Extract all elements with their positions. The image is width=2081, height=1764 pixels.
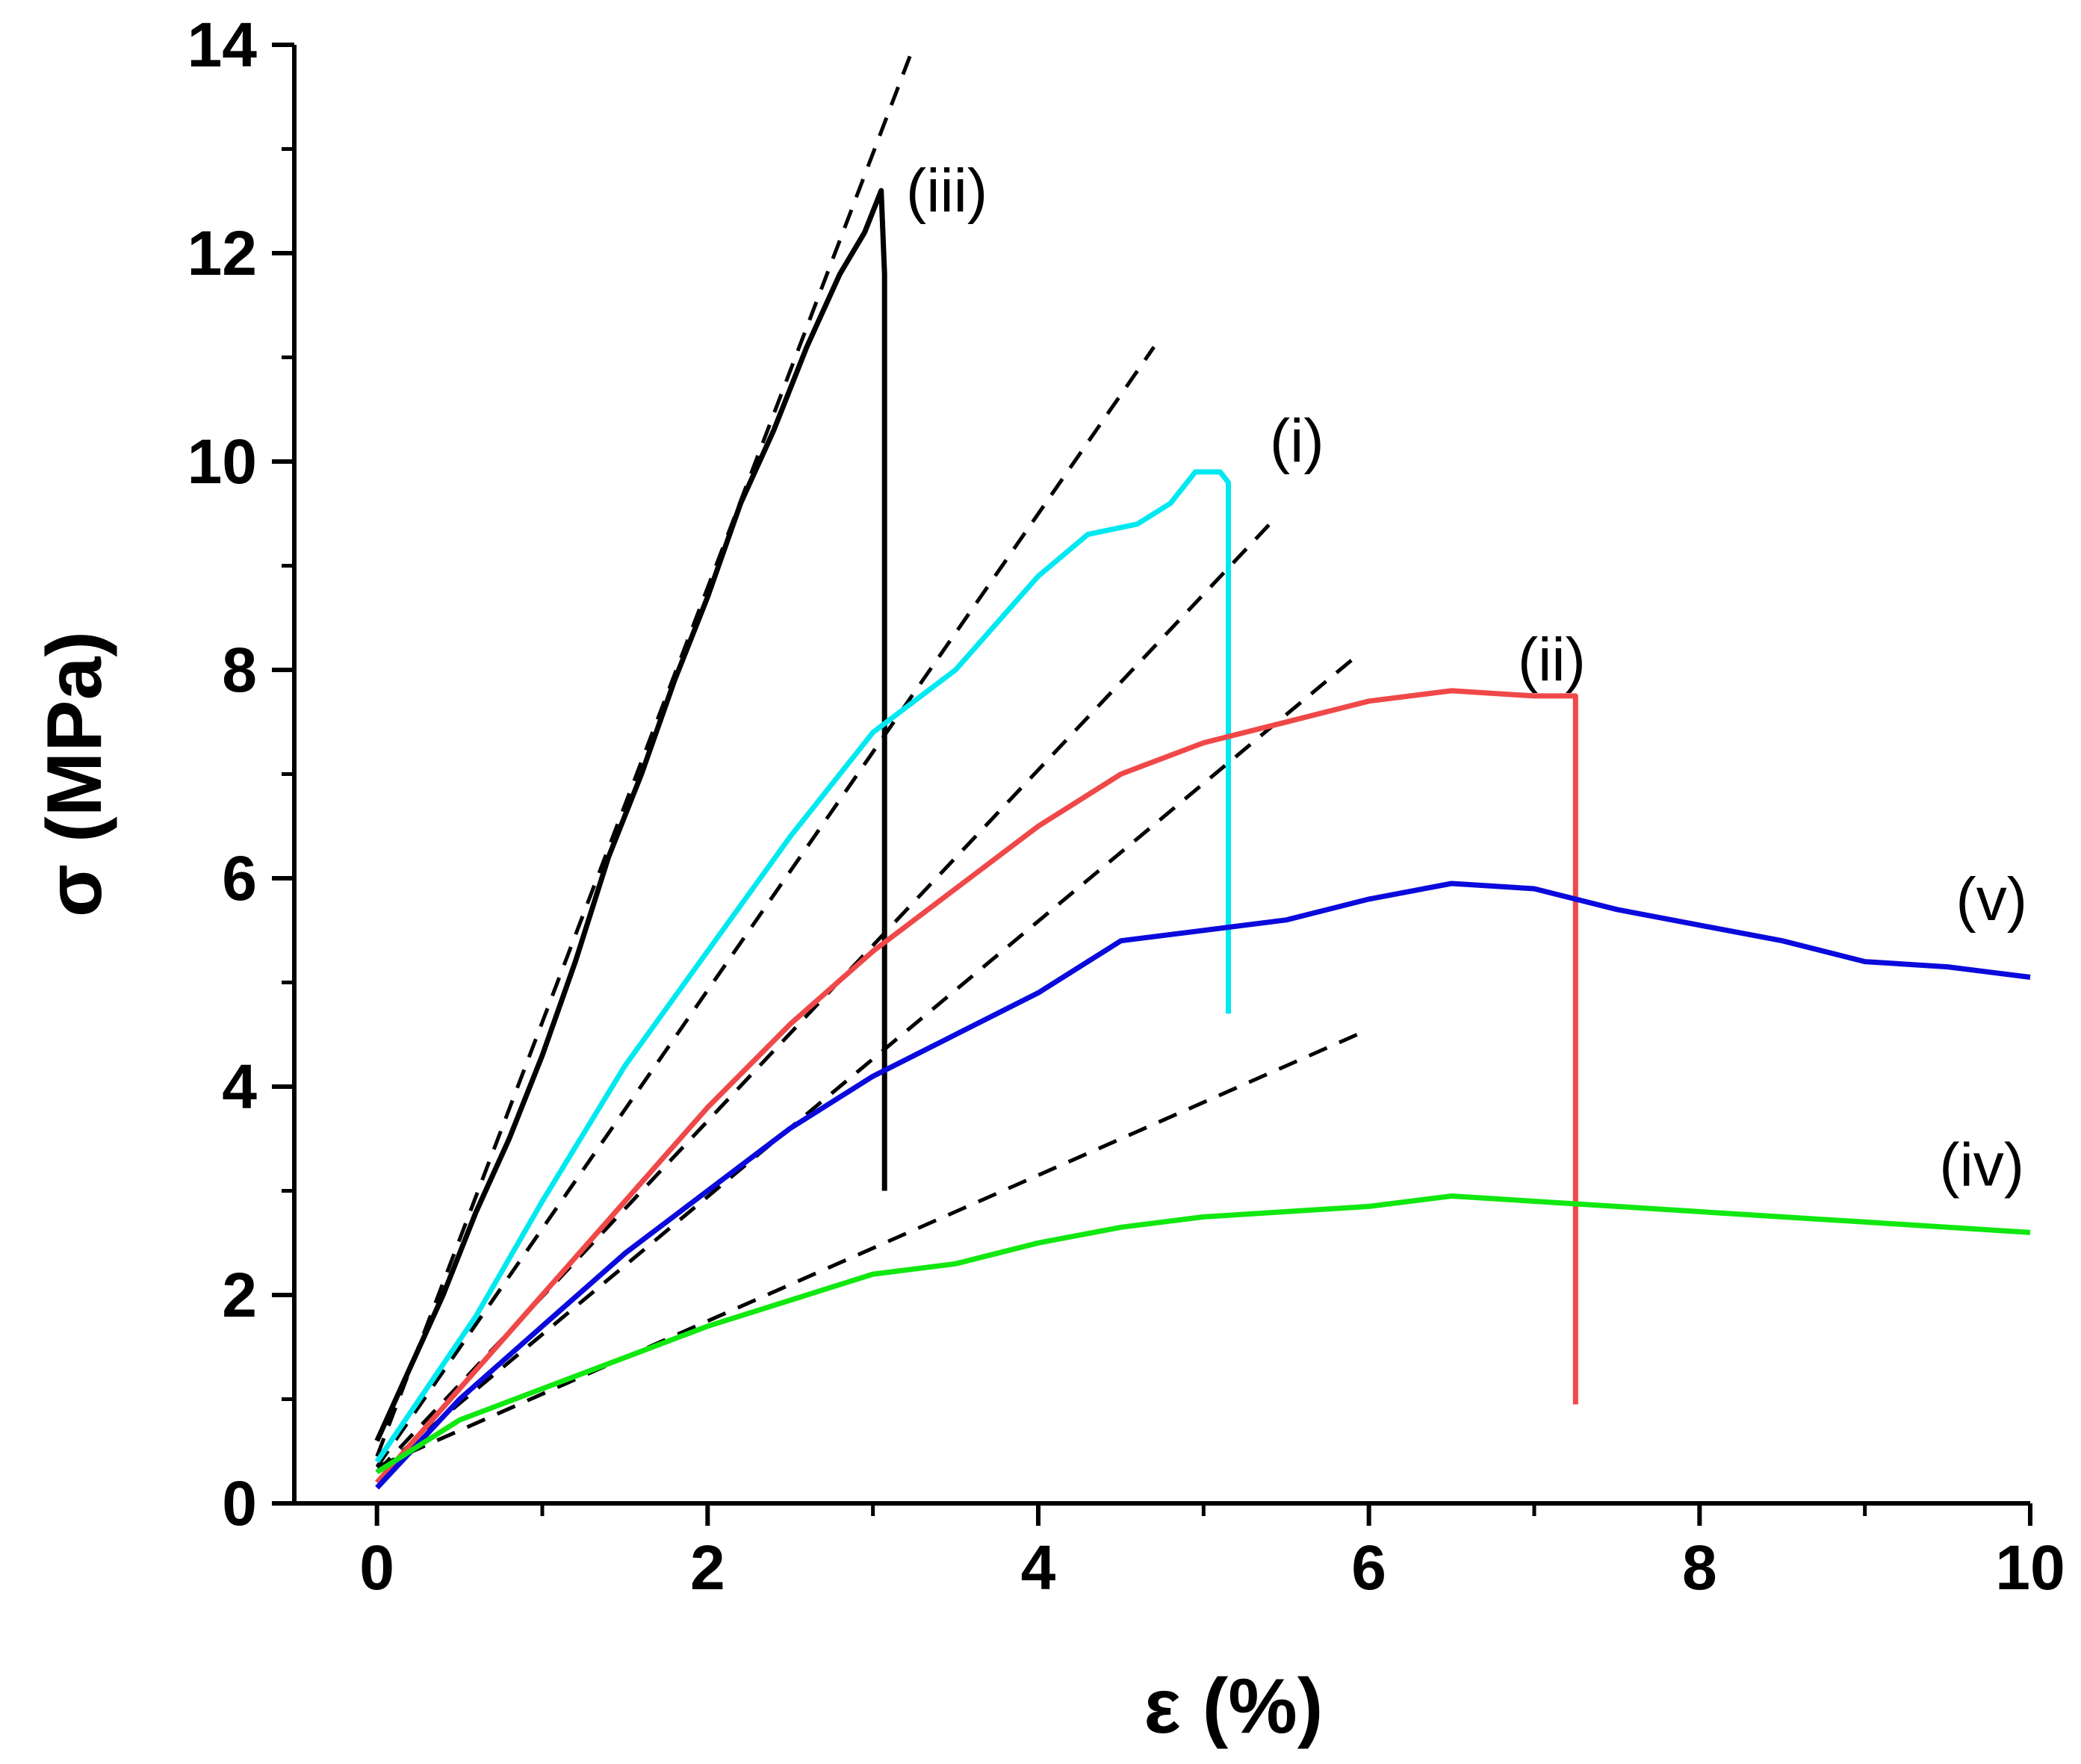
series-line-i	[374, 469, 1231, 1464]
x-tick-label: 10	[1995, 1532, 2065, 1603]
curve-label-iv: (iv)	[1939, 1131, 2024, 1199]
curve-label-iii: (iii)	[906, 157, 987, 225]
x-tick-label: 0	[359, 1532, 394, 1603]
curve-label-ii: (ii)	[1518, 626, 1586, 694]
y-tick-label: 10	[187, 426, 257, 497]
series-line-iv	[375, 1193, 2031, 1475]
fit-line-i	[375, 346, 1156, 1468]
x-tick-label: 6	[1351, 1532, 1386, 1603]
x-tick-label: 2	[690, 1532, 725, 1603]
x-tick-label: 4	[1021, 1532, 1056, 1603]
curve-label-i: (i)	[1270, 407, 1324, 475]
y-tick-label: 0	[222, 1468, 257, 1538]
series-line-iii	[374, 187, 887, 1442]
fit-line-iv	[376, 1028, 1370, 1469]
y-axis-title: σ (MPa)	[31, 631, 118, 917]
y-tick-label: 6	[222, 843, 257, 913]
y-tick-label: 14	[187, 10, 258, 80]
curve-labels: (iii) (i) (ii) (v) (iv)	[906, 157, 2027, 1199]
fit-line-iii	[375, 44, 917, 1458]
x-tick-label: 8	[1682, 1532, 1717, 1603]
y-tick-label: 2	[222, 1260, 257, 1330]
curve-label-v: (v)	[1956, 866, 2027, 934]
data-series	[374, 187, 2031, 1490]
y-tick-label: 12	[187, 218, 257, 288]
y-tick-label: 8	[222, 635, 257, 705]
series-line-v	[375, 881, 2031, 1490]
x-axis-title: ε (%)	[1144, 1663, 1323, 1750]
y-tick-label: 4	[222, 1052, 257, 1122]
fit-line-v	[376, 658, 1354, 1474]
fit-line-ii	[375, 522, 1271, 1473]
fit-lines	[375, 44, 1370, 1474]
axis-ticks: 0 2 4 6 8 10 0 2 4 6 8 10 12 14	[187, 10, 2065, 1603]
series-line-ii	[375, 688, 1578, 1485]
